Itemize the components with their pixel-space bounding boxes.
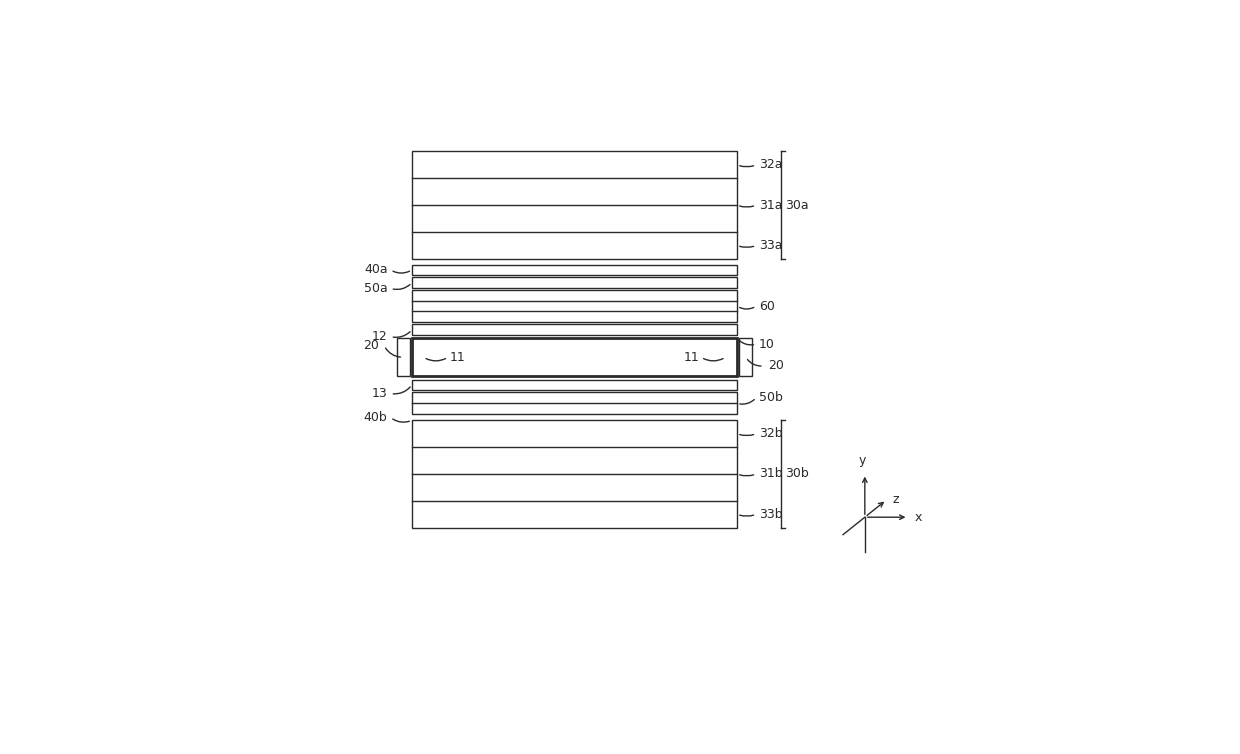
Text: 30a: 30a — [785, 198, 808, 212]
Bar — [412, 324, 737, 335]
Text: 33b: 33b — [759, 507, 782, 521]
Bar — [412, 290, 737, 322]
Text: 20: 20 — [769, 360, 785, 372]
Text: 32a: 32a — [759, 158, 782, 171]
Bar — [412, 265, 737, 275]
Text: 32b: 32b — [759, 428, 782, 440]
Text: 33a: 33a — [759, 239, 782, 252]
Text: 40a: 40a — [365, 263, 388, 277]
Text: 20: 20 — [363, 339, 379, 352]
Bar — [412, 420, 737, 528]
Bar — [397, 339, 409, 376]
Text: 50b: 50b — [759, 391, 782, 404]
Text: 50a: 50a — [363, 282, 388, 295]
Text: x: x — [914, 510, 921, 524]
Text: y: y — [858, 454, 866, 467]
Text: 12: 12 — [372, 330, 388, 343]
Text: 11: 11 — [683, 351, 699, 363]
Text: 13: 13 — [372, 387, 388, 400]
Text: 30b: 30b — [785, 467, 808, 480]
Text: 31a: 31a — [759, 198, 782, 212]
Text: z: z — [893, 493, 899, 506]
Bar — [412, 152, 737, 259]
Bar — [412, 379, 737, 390]
Bar — [412, 392, 737, 415]
Text: 40b: 40b — [363, 411, 388, 424]
Text: 10: 10 — [759, 338, 775, 351]
Text: 31b: 31b — [759, 467, 782, 480]
Text: 11: 11 — [450, 351, 465, 363]
Bar — [412, 277, 737, 288]
Bar — [739, 339, 753, 376]
Bar — [412, 339, 737, 376]
Text: 60: 60 — [759, 299, 775, 313]
